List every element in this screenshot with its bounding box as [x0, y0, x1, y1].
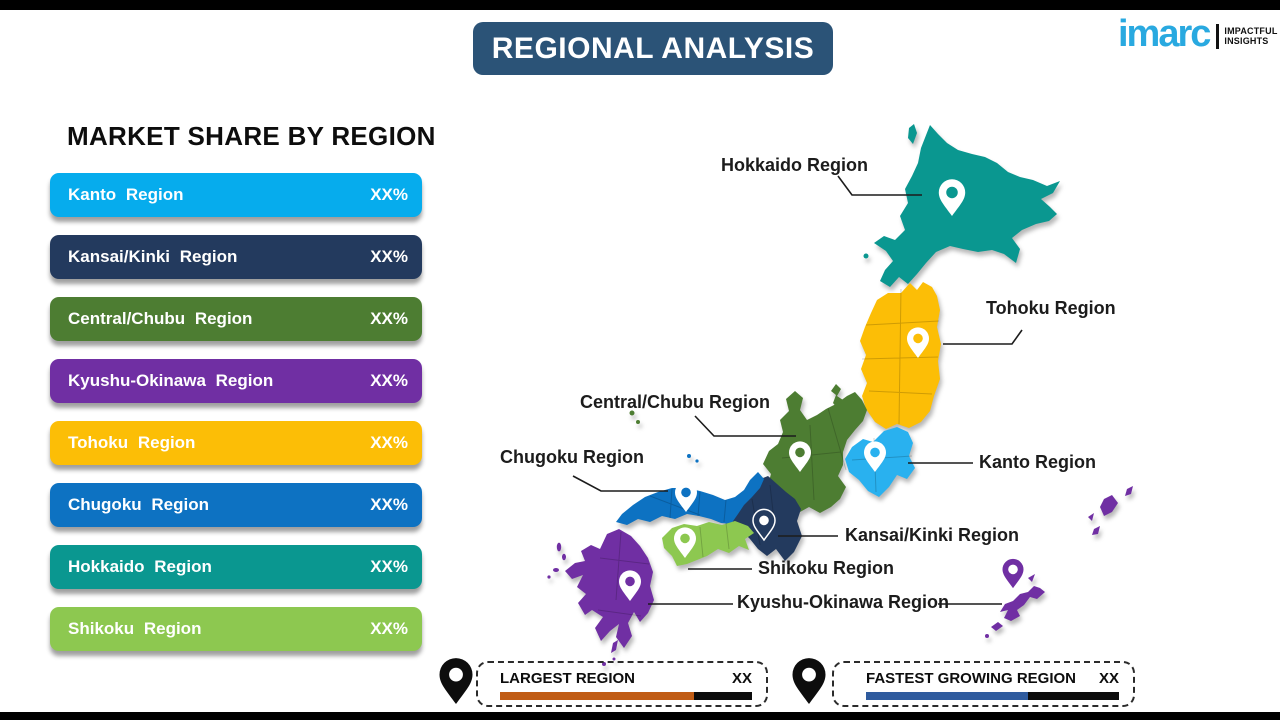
page-title: REGIONAL ANALYSIS [491, 31, 815, 65]
legend-label: LARGEST REGION [500, 670, 636, 687]
share-bar-kanto: Kanto Region XX% [50, 173, 422, 217]
page-title-box: REGIONAL ANALYSIS [473, 22, 833, 75]
map-label-kyushu-okinawa: Kyushu-Okinawa Region [737, 592, 950, 612]
share-bar-kyushu: Kyushu-Okinawa Region XX% [50, 359, 422, 403]
map-label-kanto: Kanto Region [979, 452, 1096, 472]
pin-kansai [752, 508, 776, 541]
top-border-strip [0, 0, 1280, 10]
pin-kyushu [619, 570, 641, 601]
map-label-shikoku: Shikoku Region [758, 558, 895, 578]
imarc-brand-text: imarc [1118, 13, 1211, 55]
share-bar-shikoku: Shikoku Region XX% [50, 607, 422, 651]
legend-bar [866, 692, 1119, 700]
share-bar-kansai: Kansai/Kinki Region XX% [50, 235, 422, 279]
logo-tagline: IMPACTFUL INSIGHTS [1224, 25, 1278, 47]
map-region-kyushu-okinawa [547, 486, 1133, 666]
label-connectors [572, 175, 1023, 605]
map-region-chubu [629, 384, 867, 513]
pin-hokkaido [938, 179, 966, 216]
map-region-hokkaido [863, 124, 1060, 287]
legend-box: FASTEST GROWING REGION XX [832, 661, 1135, 707]
pin-tohoku [907, 327, 929, 358]
legend-label: FASTEST GROWING REGION [866, 670, 1077, 687]
share-bar-chubu: Central/Chubu Region XX% [50, 297, 422, 341]
map-label-hokkaido: Hokkaido Region [721, 155, 869, 175]
legend-pin-icon [439, 658, 473, 704]
share-bar-chugoku: Chugoku Region XX% [50, 483, 422, 527]
map-pins [619, 179, 1025, 601]
legend-fastest-growing-region: FASTEST GROWING REGION XX [791, 658, 1135, 708]
share-bar-tohoku: Tohoku Region XX% [50, 421, 422, 465]
pin-kanto [864, 441, 886, 472]
logo-divider [1216, 23, 1220, 49]
legend-largest-region: LARGEST REGION XX [438, 658, 768, 708]
legend-pin-icon [792, 658, 826, 704]
pin-chubu [789, 441, 811, 472]
pin-okinawa [1001, 557, 1025, 590]
share-bar-hokkaido: Hokkaido Region XX% [50, 545, 422, 589]
pin-shikoku [674, 527, 696, 558]
legend-value: XX [731, 670, 752, 687]
map-label-chugoku: Chugoku Region [500, 447, 644, 467]
pin-chugoku [675, 481, 697, 512]
legend-box: LARGEST REGION XX [476, 661, 768, 707]
market-share-list: Kanto Region XX% Kansai/Kinki Region XX%… [50, 173, 422, 669]
legend-value: XX [1098, 670, 1119, 687]
map-label-tohoku: Tohoku Region [986, 298, 1116, 318]
market-share-heading: MARKET SHARE BY REGION [67, 121, 436, 151]
imarc-logo: imarc IMPACTFUL INSIGHTS [1118, 13, 1278, 55]
legend-bar [500, 692, 752, 700]
map-label-kansai: Kansai/Kinki Region [845, 525, 1020, 545]
map-label-chubu: Central/Chubu Region [580, 392, 770, 412]
map-region-tohoku [860, 282, 941, 429]
bottom-border-strip [0, 712, 1280, 720]
